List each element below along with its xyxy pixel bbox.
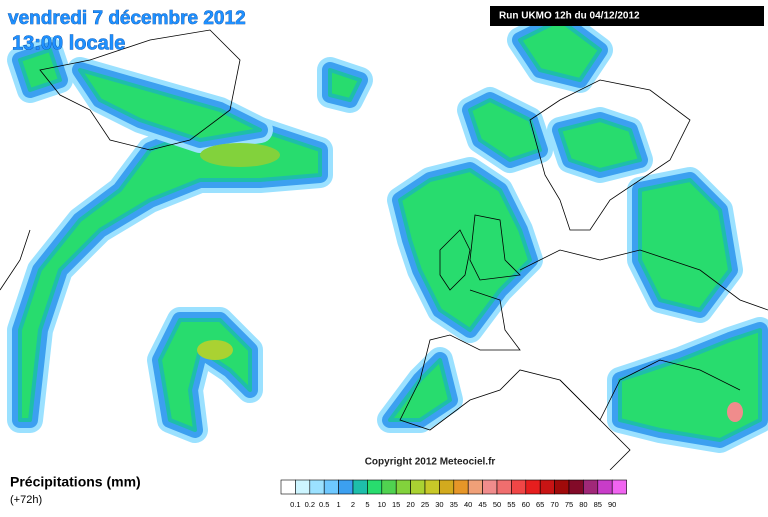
legend-swatch xyxy=(424,479,440,495)
legend-swatch xyxy=(611,479,627,495)
coastlines xyxy=(0,29,768,471)
legend-swatch xyxy=(323,479,339,495)
legend-level: 65 xyxy=(536,500,544,509)
time-title: 13:00 locale xyxy=(12,32,125,54)
legend-level: 90 xyxy=(608,500,616,509)
legend-swatch xyxy=(568,479,584,495)
rain-moderate xyxy=(78,68,262,142)
rain-heavy xyxy=(200,143,280,167)
legend-level: 50 xyxy=(493,500,501,509)
legend-swatch xyxy=(482,479,498,495)
legend-title: Précipitations (mm) xyxy=(10,474,141,490)
rain-moderate xyxy=(638,178,732,312)
legend-swatch xyxy=(453,479,469,495)
legend-swatch xyxy=(597,479,613,495)
legend-swatch xyxy=(352,479,368,495)
legend-level: 1 xyxy=(337,500,341,509)
legend-level: 5 xyxy=(365,500,369,509)
rain-moderate xyxy=(328,68,362,102)
legend-level: 0.1 xyxy=(290,500,300,509)
legend-level: 20 xyxy=(406,500,414,509)
legend-swatch xyxy=(439,479,455,495)
legend-level: 85 xyxy=(594,500,602,509)
run-label: Run UKMO 12h du 04/12/2012 xyxy=(499,11,640,22)
legend-swatch xyxy=(467,479,483,495)
precipitation-field xyxy=(7,7,768,453)
rain-heavy xyxy=(197,340,233,360)
legend-swatch xyxy=(554,479,570,495)
legend-level: 30 xyxy=(435,500,443,509)
run-box xyxy=(490,6,764,26)
legend-level: 25 xyxy=(421,500,429,509)
legend-level: 10 xyxy=(378,500,386,509)
rain-moderate xyxy=(388,358,452,422)
legend-level: 45 xyxy=(478,500,486,509)
rain-moderate xyxy=(468,98,542,162)
legend-swatch xyxy=(395,479,411,495)
rain-moderate xyxy=(618,328,762,442)
legend-swatch xyxy=(496,479,512,495)
legend-swatch xyxy=(280,479,296,495)
legend-level: 70 xyxy=(550,500,558,509)
legend-swatch xyxy=(410,479,426,495)
copyright: Copyright 2012 Meteociel.fr xyxy=(365,457,496,468)
color-scale: 0.1 0.2 0.5 1 2 5 10 15 20 25 30 35 40 45 50 55 60 65 70 75… xyxy=(280,479,627,509)
legend-swatch xyxy=(525,479,541,495)
legend-swatch xyxy=(309,479,325,495)
legend-level: 0.5 xyxy=(319,500,329,509)
legend-swatch xyxy=(583,479,599,495)
legend-level: 80 xyxy=(579,500,587,509)
legend-level: 75 xyxy=(565,500,573,509)
legend-level: 15 xyxy=(392,500,400,509)
legend-level: 2 xyxy=(351,500,355,509)
rain-heavy xyxy=(727,402,743,422)
legend-swatch xyxy=(295,479,311,495)
rain-moderate xyxy=(558,118,642,172)
legend-level: 35 xyxy=(450,500,458,509)
header: vendredi 7 décembre 2012 13:00 locale Ru… xyxy=(8,6,764,55)
rain-moderate xyxy=(398,168,532,332)
legend-swatch xyxy=(539,479,555,495)
legend-level: 40 xyxy=(464,500,472,509)
legend-swatch xyxy=(511,479,527,495)
legend-level: 0.2 xyxy=(305,500,315,509)
legend-level: 55 xyxy=(507,500,515,509)
legend-level: 60 xyxy=(522,500,530,509)
legend-subtitle: (+72h) xyxy=(10,494,42,506)
legend-swatch xyxy=(367,479,383,495)
date-title: vendredi 7 décembre 2012 xyxy=(8,8,246,29)
legend-swatch xyxy=(338,479,354,495)
rain-moderate xyxy=(18,128,322,422)
legend-swatch xyxy=(381,479,397,495)
